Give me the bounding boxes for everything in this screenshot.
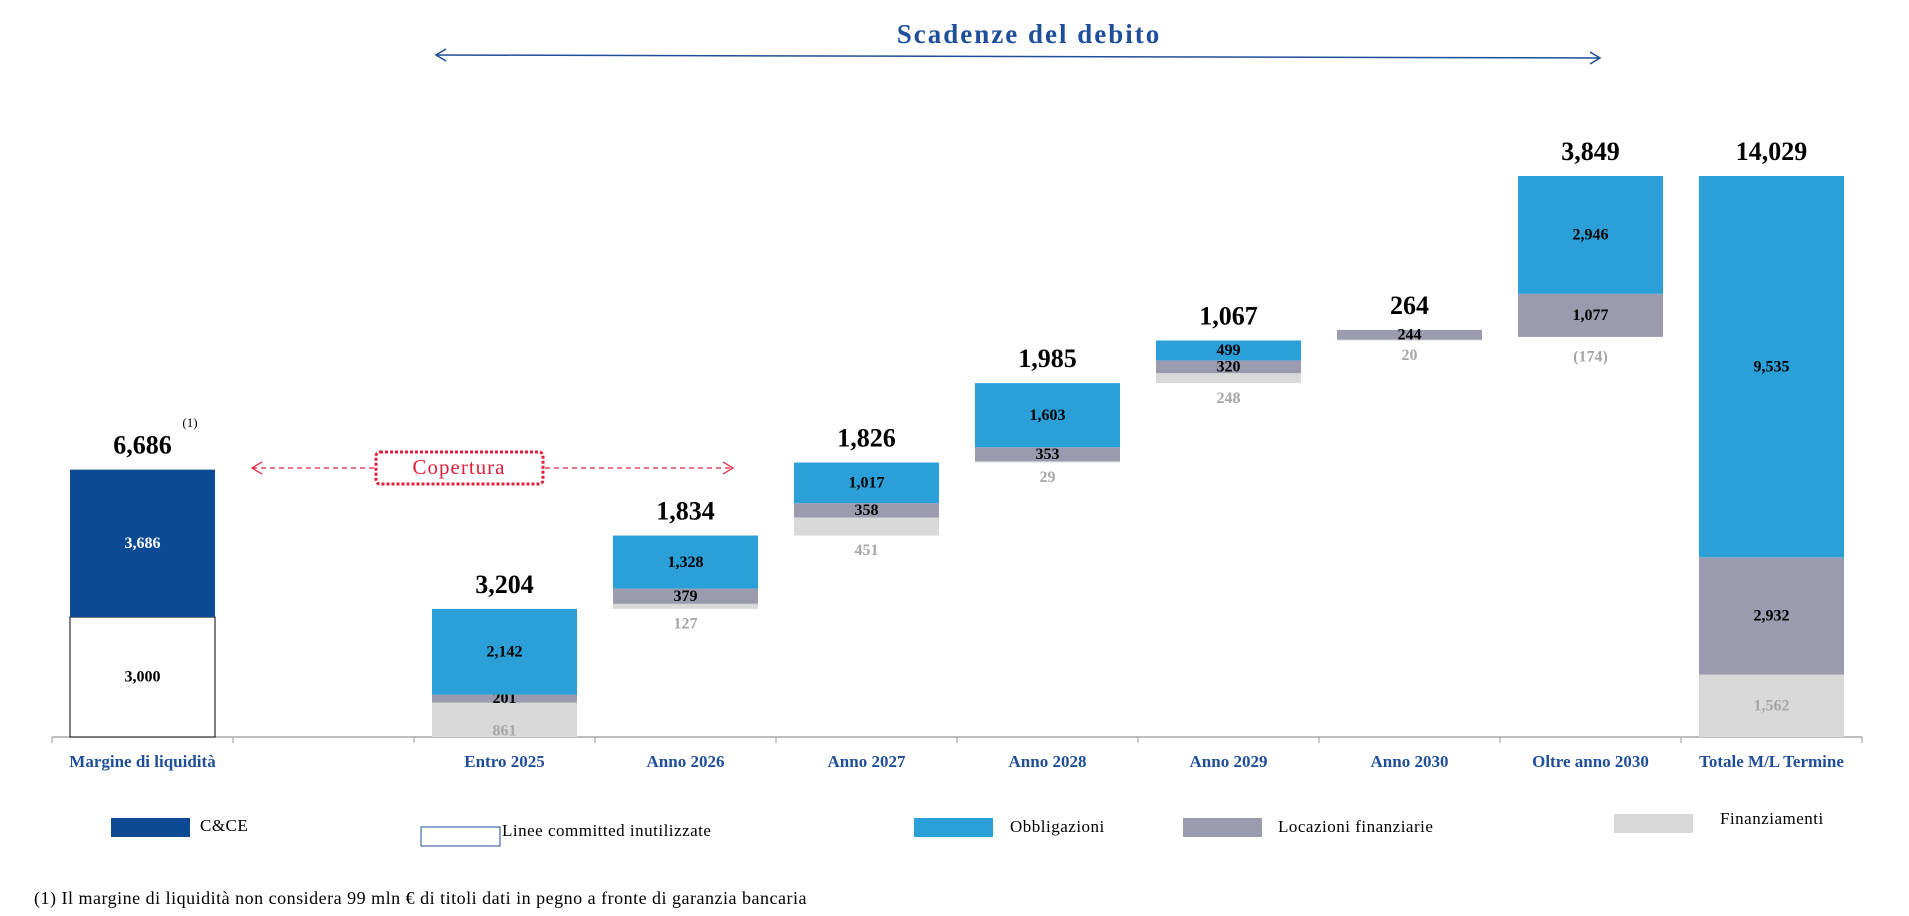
value-label: 2,946	[1573, 227, 1609, 244]
value-label: 451	[855, 542, 879, 559]
legend-swatch	[1614, 814, 1693, 833]
bar-segment	[975, 447, 1120, 462]
value-label: 29	[1040, 469, 1056, 486]
bar-segment	[613, 535, 758, 589]
legend-label: Linee committed inutilizzate	[502, 821, 711, 840]
bar-segment	[975, 383, 1120, 448]
total-label: 264	[1390, 291, 1429, 320]
range-arrow	[434, 48, 1602, 65]
x-tick-label: Totale M/L Termine	[1699, 752, 1844, 771]
bar-segment	[975, 461, 1120, 463]
x-tick-label: Anno 2030	[1371, 752, 1449, 771]
value-label: 353	[1036, 446, 1060, 463]
x-tick-label: Anno 2027	[828, 752, 906, 771]
legend-label: Obbligazioni	[1010, 817, 1105, 836]
bar-segment	[432, 608, 577, 695]
total-label: 1,834	[656, 497, 715, 526]
value-label: 244	[1398, 326, 1422, 343]
value-label: 358	[855, 502, 879, 519]
legend-label: Finanziamenti	[1720, 809, 1824, 828]
total-label: 6,686	[113, 431, 172, 460]
x-tick-label: Margine di liquidità	[69, 752, 216, 771]
legend-label: C&CE	[200, 816, 248, 835]
note-mark: (1)	[182, 415, 197, 430]
bar-segment	[432, 702, 577, 737]
bar-segment	[70, 469, 215, 618]
value-label: 861	[493, 723, 517, 740]
x-tick-label: Anno 2028	[1009, 752, 1087, 771]
value-label: 127	[674, 616, 698, 633]
legend-swatch	[1183, 818, 1262, 837]
bar-segment	[1337, 329, 1482, 340]
x-tick-label: Anno 2029	[1190, 752, 1268, 771]
value-label: 379	[674, 588, 698, 605]
x-tick-label: Oltre anno 2030	[1532, 752, 1649, 771]
total-label: 1,985	[1018, 344, 1077, 373]
legend-label: Locazioni finanziarie	[1278, 817, 1433, 836]
value-label: 1,077	[1573, 307, 1609, 324]
total-label: 3,204	[475, 570, 534, 599]
total-label: 3,849	[1561, 137, 1620, 166]
total-label: 14,029	[1736, 137, 1808, 166]
bar-segment	[794, 517, 939, 536]
bar-segment	[1156, 373, 1301, 384]
bar-segment	[613, 603, 758, 609]
legend-swatch	[420, 826, 501, 847]
value-label: (174)	[1573, 349, 1608, 366]
value-label: 248	[1217, 390, 1241, 407]
x-tick-label: Entro 2025	[464, 752, 544, 771]
value-label: 2,142	[487, 643, 523, 660]
bar-segment	[1156, 340, 1301, 361]
bar-segment	[613, 588, 758, 604]
value-label: 1,562	[1754, 697, 1790, 714]
bar-segment	[1699, 674, 1844, 737]
value-label: 9,535	[1754, 358, 1790, 375]
total-label: 1,826	[837, 423, 896, 452]
value-label: 499	[1217, 342, 1241, 359]
value-label: 1,328	[668, 554, 704, 571]
value-label: 3,686	[125, 535, 161, 552]
value-label: 3,000	[125, 669, 161, 686]
value-label: 20	[1402, 347, 1418, 364]
value-label: 2,932	[1754, 608, 1790, 625]
value-label: 1,603	[1030, 407, 1066, 424]
coverage-arrow	[250, 450, 735, 486]
bar-segment	[1518, 176, 1663, 294]
bar-segment	[1518, 293, 1663, 337]
legend-swatch	[111, 818, 190, 837]
bar-segment	[1699, 176, 1844, 558]
x-tick-label: Anno 2026	[647, 752, 725, 771]
bar-segment	[794, 462, 939, 504]
bar-segment	[794, 503, 939, 518]
bar-segment	[1337, 339, 1482, 341]
legend-swatch	[914, 818, 993, 837]
bar-segment	[69, 616, 216, 738]
value-label: 320	[1217, 358, 1241, 375]
chart-title: Scadenze del debito	[897, 19, 1162, 49]
total-label: 1,067	[1199, 301, 1258, 330]
footnote: (1) Il margine di liquidità non consider…	[34, 888, 807, 909]
bar-segment	[1156, 360, 1301, 374]
bar-segment	[1699, 557, 1844, 675]
value-label: 1,017	[849, 475, 885, 492]
bar-segment	[432, 694, 577, 703]
coverage-label: Copertura	[413, 455, 506, 479]
